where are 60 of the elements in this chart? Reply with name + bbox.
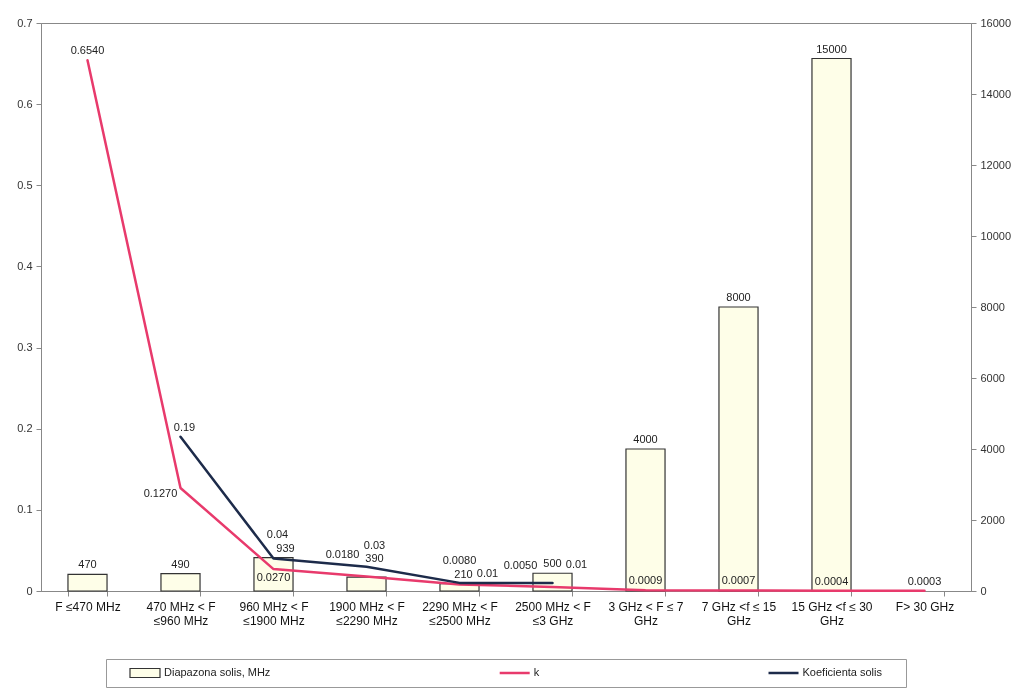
x-tick-label: 7 GHz <f ≤ 15 GHz	[701, 599, 777, 628]
data-label: 0.6540	[70, 44, 105, 57]
x-tick-label: 2500 MHz < F ≤3 GHz	[515, 599, 591, 628]
x-tick-label: F ≤470 MHz	[55, 599, 121, 614]
x-tick-label: 3 GHz < F ≤ 7 GHz	[608, 599, 684, 628]
y2-tick-label: 2000	[980, 513, 1005, 526]
bar	[346, 576, 387, 592]
legend-label: k	[533, 666, 540, 678]
y2-tick-label: 8000	[980, 300, 1005, 313]
bar	[160, 573, 201, 592]
data-label: 4000	[633, 433, 658, 445]
y-tick-label: 0.5	[17, 178, 33, 191]
y2-tick-label: 10000	[980, 229, 1012, 242]
bar	[625, 448, 666, 592]
data-label: 0.03	[363, 538, 386, 551]
x-tick-label: 1900 MHz < F ≤2290 MHz	[329, 599, 405, 628]
data-label: 0.0009	[628, 574, 663, 587]
x-tick-label: 2290 MHz < F ≤2500 MHz	[422, 599, 498, 628]
y2-tick-label: 4000	[980, 442, 1005, 455]
legend-label: Diapazona solis, MHz	[164, 666, 271, 678]
y-tick-label: 0.3	[17, 341, 33, 354]
y2-tick-label: 16000	[980, 16, 1012, 29]
y-tick-label: 0.6	[17, 97, 33, 110]
x-tick-label: 15 GHz <f ≤ 30 GHz	[791, 599, 873, 628]
data-label: 0.19	[173, 420, 196, 433]
y-tick-label: 0.7	[17, 16, 33, 29]
data-label: 0.0270	[256, 571, 291, 584]
data-label: 0.04	[266, 527, 289, 540]
data-label: 0.01	[476, 566, 499, 579]
data-label: 8000	[726, 291, 751, 303]
data-label: 0.1270	[143, 486, 178, 499]
legend-label: Koeficienta solis	[802, 666, 883, 678]
data-label: 470	[78, 558, 97, 571]
y2-tick-label: 14000	[980, 87, 1012, 100]
y2-tick-label: 6000	[980, 371, 1005, 384]
bar	[718, 306, 759, 592]
data-label: 390	[365, 552, 384, 565]
data-label: 0.0007	[721, 574, 756, 587]
y2-tick-label: 12000	[980, 158, 1012, 171]
x-tick-label: 960 MHz < F ≤1900 MHz	[239, 599, 309, 628]
x-tick-label: 470 MHz < F ≤960 MHz	[146, 599, 216, 628]
data-label: 939	[276, 541, 295, 554]
y-tick-label: 0	[26, 584, 33, 597]
bar	[67, 573, 108, 592]
data-label: 0.0080	[442, 553, 477, 566]
data-label: 210	[454, 567, 473, 580]
data-label: 0.0050	[503, 558, 538, 571]
y-tick-label: 0.1	[17, 503, 33, 516]
x-tick-label: F> 30 GHz	[895, 599, 955, 614]
data-label: 15000	[816, 42, 847, 55]
data-label: 0.0004	[814, 574, 849, 587]
data-label: 0.01	[565, 557, 588, 570]
y-tick-label: 0.4	[17, 259, 33, 272]
data-label: 0.0180	[325, 548, 360, 561]
bar	[811, 57, 852, 592]
data-label: 490	[171, 557, 190, 570]
data-label: 500	[543, 557, 562, 570]
y2-tick-label: 0	[980, 584, 987, 597]
y-tick-label: 0.2	[17, 422, 33, 435]
data-label: 0.0003	[907, 574, 942, 587]
